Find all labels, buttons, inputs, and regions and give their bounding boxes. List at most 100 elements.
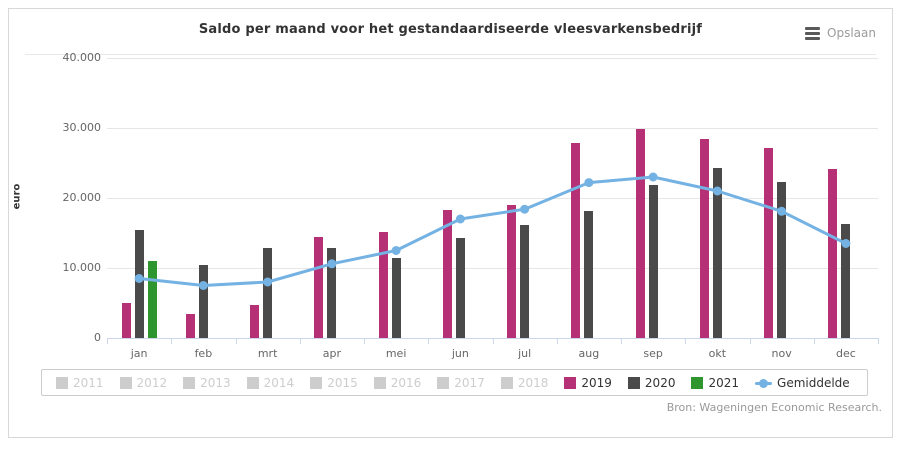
legend-item-2015[interactable]: 2015: [310, 376, 358, 390]
legend-item-2018[interactable]: 2018: [500, 375, 549, 390]
save-button-label: Opslaan: [827, 26, 876, 40]
axis-tick: [813, 338, 815, 344]
save-button[interactable]: Opslaan: [805, 26, 876, 40]
legend-swatch: [373, 376, 386, 389]
bar-2020-sep: [648, 185, 658, 338]
axis-tick: [171, 338, 173, 344]
axis-tick: [235, 338, 237, 344]
series-line-Gemiddelde: [134, 172, 851, 290]
legend-label: 2014: [263, 375, 295, 390]
bar-2019-sep: [635, 129, 645, 338]
bar-2019-apr: [314, 237, 324, 338]
line-marker: [391, 246, 401, 255]
x-tick-label-apr: apr: [322, 347, 341, 360]
bar-2020-jul: [520, 224, 530, 338]
bar-2020-feb: [198, 265, 208, 338]
line-marker: [327, 259, 337, 269]
legend-label: 2015: [327, 375, 358, 390]
legend-swatch: [56, 376, 68, 389]
gridline: [107, 268, 878, 269]
legend-swatch: [246, 376, 259, 389]
bar-2020-dec: [841, 223, 851, 338]
legend-item-2021[interactable]: 2021: [691, 376, 739, 390]
axis-tick: [364, 338, 365, 344]
legend-item-2019[interactable]: 2019: [564, 376, 612, 390]
line-marker: [134, 274, 144, 283]
x-tick-label-jan: jan: [130, 347, 148, 360]
legend-item-2014[interactable]: 2014: [246, 375, 295, 390]
line-marker: [455, 214, 465, 224]
legend-line-icon: [755, 377, 773, 389]
bar-2020-jan: [134, 229, 144, 338]
legend-label: 2019: [581, 375, 612, 390]
legend-item-2017[interactable]: 2017: [437, 376, 485, 390]
axis-tick: [492, 338, 494, 344]
legend-label: 2016: [390, 375, 422, 390]
legend-label: 2021: [708, 375, 740, 390]
bar-2019-jun: [442, 209, 452, 338]
source-note: Bron: Wageningen Economic Research.: [666, 401, 882, 414]
x-tick-label-mei: mei: [385, 347, 407, 360]
legend-label: 2012: [136, 375, 168, 390]
y-axis-title: euro: [11, 183, 23, 210]
axis-tick: [621, 338, 622, 344]
plot-area: [107, 58, 878, 338]
bar-2019-okt: [699, 138, 709, 338]
legend-item-2013[interactable]: 2013: [183, 376, 231, 390]
legend-swatch: [310, 376, 323, 389]
bar-2020-mrt: [263, 247, 273, 338]
line-marker: [198, 281, 208, 290]
y-tick-label: 30.000: [62, 121, 102, 134]
x-tick-label-nov: nov: [771, 347, 792, 360]
bar-2019-mei: [378, 231, 388, 338]
y-tick-label: 20.000: [62, 191, 102, 204]
chart-title: Saldo per maand voor het gestandaardisee…: [198, 22, 703, 37]
bar-2019-feb: [185, 313, 195, 338]
hamburger-icon: [805, 26, 821, 40]
line-marker: [584, 178, 594, 188]
axis-tick: [878, 338, 879, 344]
line-marker: [712, 186, 722, 196]
x-tick-label-mrt: mrt: [257, 347, 278, 360]
legend-item-gemiddelde[interactable]: Gemiddelde: [755, 376, 850, 390]
legend-item-2011[interactable]: 2011: [56, 376, 104, 390]
gridline: [107, 198, 878, 199]
axis-tick: [107, 338, 108, 344]
legend-swatch: [500, 376, 513, 389]
bar-2020-apr: [327, 247, 337, 338]
bar-2019-dec: [828, 169, 838, 338]
y-tick-label: 40.000: [62, 51, 102, 64]
y-tick-label: 0: [94, 331, 101, 344]
legend-item-2020[interactable]: 2020: [627, 375, 676, 390]
bar-2019-jan: [121, 303, 131, 338]
axis-tick: [299, 338, 301, 344]
gridline: [107, 58, 878, 59]
legend-swatch: [691, 376, 704, 389]
x-tick-label-sep: sep: [643, 347, 663, 360]
bar-2020-nov: [777, 181, 787, 338]
legend-item-2012[interactable]: 2012: [119, 375, 168, 390]
header-divider: [25, 54, 876, 55]
x-tick-label-okt: okt: [708, 347, 727, 360]
bar-2019-jul: [507, 205, 517, 338]
line-marker: [263, 277, 273, 287]
axis-tick: [556, 338, 558, 344]
chart-card: Saldo per maand voor het gestandaardisee…: [8, 8, 893, 438]
bar-2020-okt: [712, 167, 722, 338]
bar-2020-aug: [584, 211, 594, 338]
x-tick-label-jul: jul: [518, 347, 532, 360]
legend-label: 2020: [644, 375, 676, 390]
x-tick-label-dec: dec: [835, 347, 856, 360]
line-marker: [648, 172, 658, 182]
legend-label: 2018: [517, 375, 549, 390]
bar-2020-jun: [455, 237, 465, 338]
legend-item-2016[interactable]: 2016: [373, 375, 422, 390]
legend-label: 2017: [454, 375, 485, 390]
axis-tick: [685, 338, 687, 344]
bar-2021-jan: [147, 261, 157, 338]
bar-2019-aug: [571, 142, 581, 338]
bar-2019-nov: [764, 147, 774, 338]
x-tick-label-feb: feb: [194, 347, 213, 360]
line-marker: [841, 239, 851, 248]
